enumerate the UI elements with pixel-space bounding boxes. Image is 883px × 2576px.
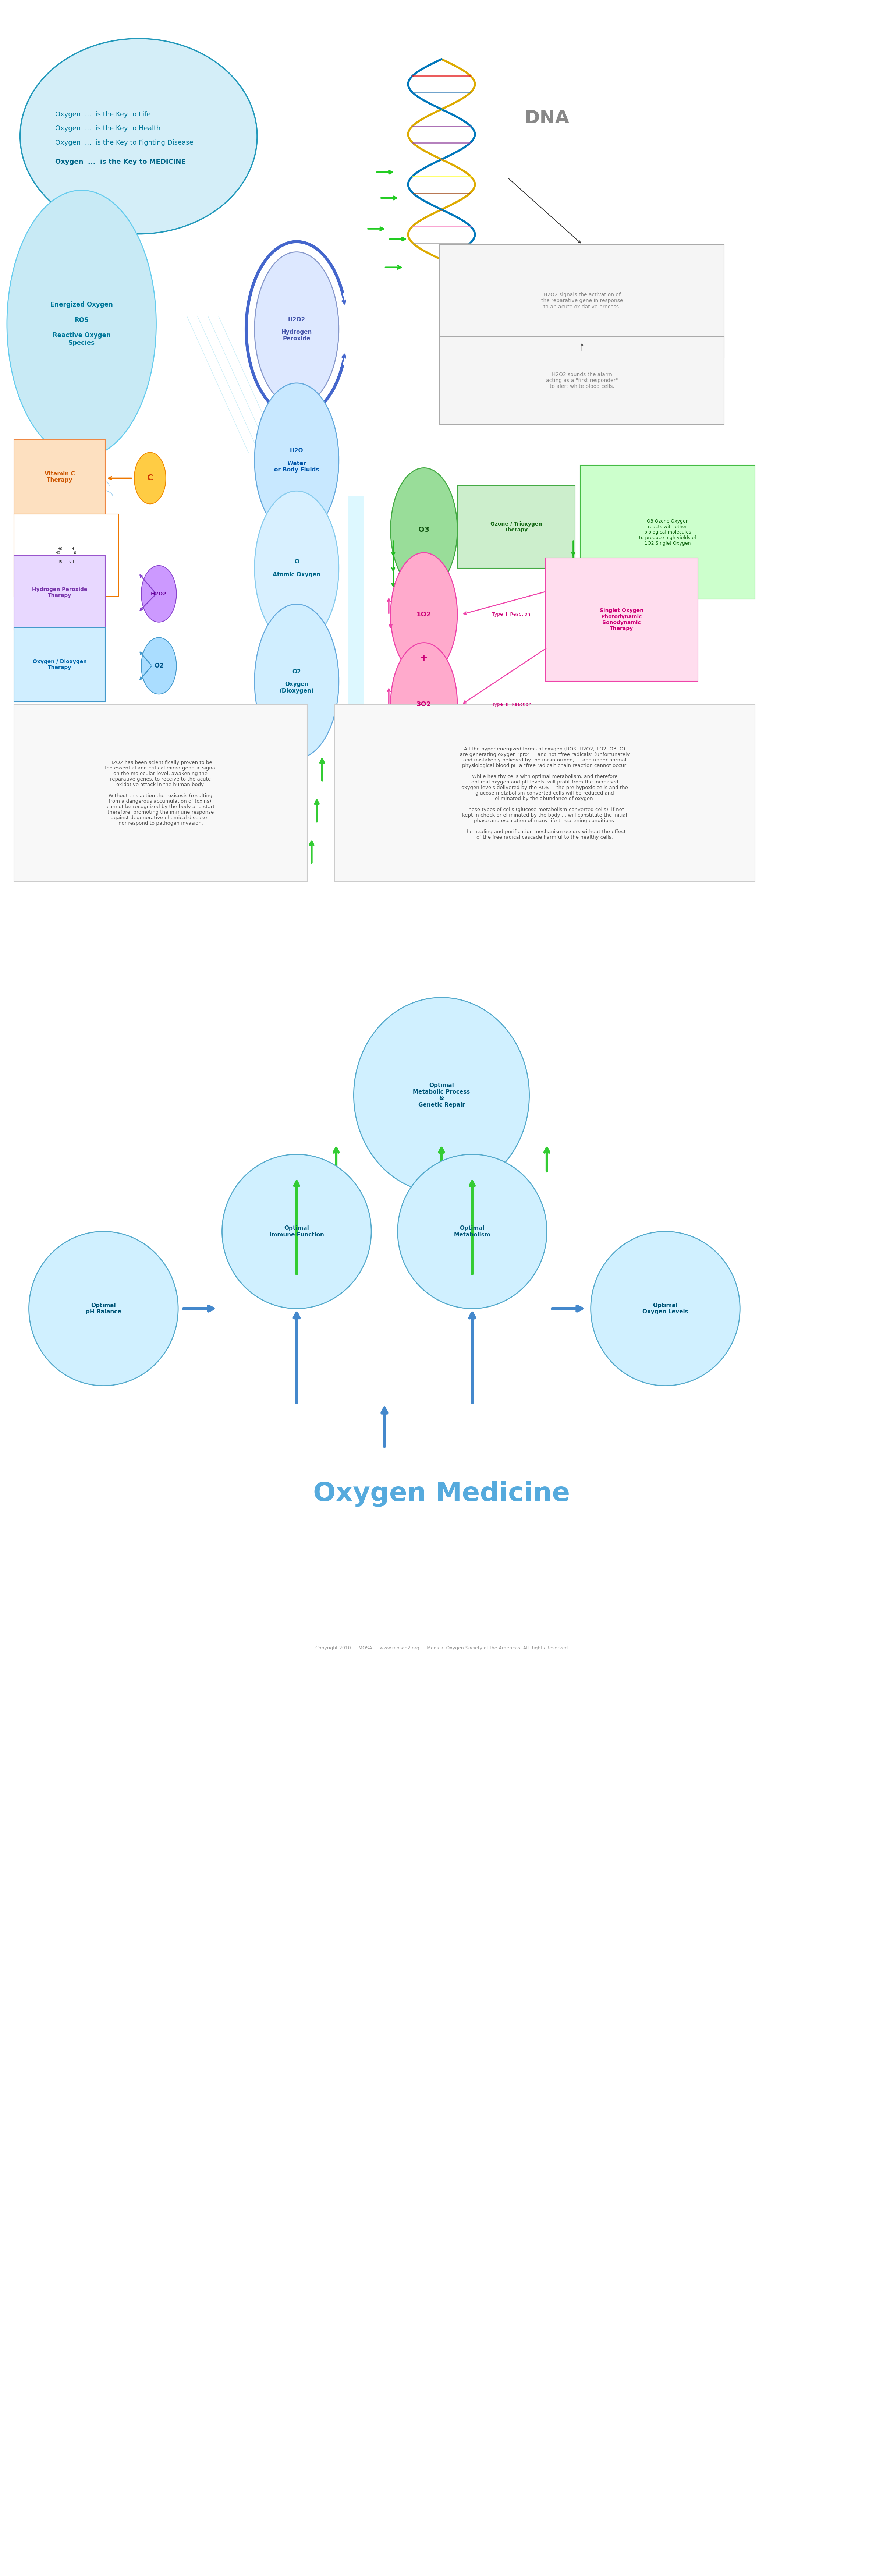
FancyBboxPatch shape <box>14 556 105 631</box>
Ellipse shape <box>397 1154 547 1309</box>
FancyBboxPatch shape <box>14 440 105 515</box>
FancyBboxPatch shape <box>457 487 575 569</box>
Text: Optimal
pH Balance: Optimal pH Balance <box>86 1303 121 1314</box>
Text: O3: O3 <box>419 526 429 533</box>
FancyBboxPatch shape <box>335 703 755 881</box>
FancyBboxPatch shape <box>580 466 755 600</box>
Text: Oxygen / Dioxygen
Therapy: Oxygen / Dioxygen Therapy <box>33 659 87 670</box>
Text: Copyright 2010  -  MOSA  -  www.mosao2.org  -  Medical Oxygen Society of the Ame: Copyright 2010 - MOSA - www.mosao2.org -… <box>315 1646 568 1651</box>
Ellipse shape <box>29 1231 178 1386</box>
Text: H2O2 sounds the alarm
acting as a "first responder"
to alert white blood cells.: H2O2 sounds the alarm acting as a "first… <box>546 371 618 389</box>
Ellipse shape <box>141 639 177 693</box>
FancyBboxPatch shape <box>348 497 364 726</box>
Text: 3O2: 3O2 <box>417 701 432 708</box>
Text: Ozone / Trioxygen
Therapy: Ozone / Trioxygen Therapy <box>490 520 542 533</box>
FancyBboxPatch shape <box>440 337 724 425</box>
Ellipse shape <box>20 39 257 234</box>
FancyBboxPatch shape <box>440 245 724 358</box>
Text: Oxygen  ...  is the Key to Life: Oxygen ... is the Key to Life <box>56 111 151 118</box>
Text: Singlet Oxygen
Photodynamic
Sonodynamic
Therapy: Singlet Oxygen Photodynamic Sonodynamic … <box>600 608 644 631</box>
Text: O2: O2 <box>154 662 163 670</box>
Ellipse shape <box>7 191 156 459</box>
Ellipse shape <box>254 384 339 538</box>
Ellipse shape <box>254 605 339 757</box>
Text: Optimal
Metabolic Process
&
Genetic Repair: Optimal Metabolic Process & Genetic Repa… <box>413 1082 470 1108</box>
Text: O2

Oxygen
(Dioxygen): O2 Oxygen (Dioxygen) <box>279 670 313 693</box>
Ellipse shape <box>254 252 339 407</box>
Text: 1O2: 1O2 <box>417 611 432 618</box>
Ellipse shape <box>390 469 457 592</box>
Text: Optimal
Immune Function: Optimal Immune Function <box>269 1226 324 1236</box>
Ellipse shape <box>354 997 529 1193</box>
Text: Oxygen Medicine: Oxygen Medicine <box>313 1481 570 1507</box>
Text: O

Atomic Oxygen: O Atomic Oxygen <box>273 559 321 577</box>
Text: Vitamin C
Therapy: Vitamin C Therapy <box>44 471 75 482</box>
Ellipse shape <box>390 554 457 675</box>
Text: DNA: DNA <box>525 108 570 126</box>
Text: +: + <box>420 654 427 662</box>
Text: Oxygen  ...  is the Key to Health: Oxygen ... is the Key to Health <box>56 126 161 131</box>
Ellipse shape <box>141 567 177 623</box>
Text: Optimal
Metabolism: Optimal Metabolism <box>454 1226 491 1236</box>
Text: O3 Ozone Oxygen
reacts with other
biological molecules
to produce high yields of: O3 Ozone Oxygen reacts with other biolog… <box>639 518 696 546</box>
FancyBboxPatch shape <box>14 703 307 881</box>
Text: HO    H
HO      O

HO   OH: HO H HO O HO OH <box>56 546 76 564</box>
Text: Energized Oxygen

ROS

Reactive Oxygen
Species: Energized Oxygen ROS Reactive Oxygen Spe… <box>50 301 113 345</box>
Text: H2O2 signals the activation of
the reparative gene in response
to an acute oxida: H2O2 signals the activation of the repar… <box>541 291 623 309</box>
Ellipse shape <box>134 453 166 505</box>
Text: All the hyper-energized forms of oxygen (ROS, H2O2, 1O2, O3, O)
are generating o: All the hyper-energized forms of oxygen … <box>460 747 630 840</box>
Ellipse shape <box>591 1231 740 1386</box>
FancyBboxPatch shape <box>545 559 698 680</box>
Text: H2O

Water
or Body Fluids: H2O Water or Body Fluids <box>274 448 319 471</box>
FancyBboxPatch shape <box>14 515 118 598</box>
Text: H2O2

Hydrogen
Peroxide: H2O2 Hydrogen Peroxide <box>282 317 312 343</box>
Ellipse shape <box>390 641 457 765</box>
Text: C: C <box>147 474 153 482</box>
Text: Hydrogen Peroxide
Therapy: Hydrogen Peroxide Therapy <box>32 587 87 598</box>
Ellipse shape <box>254 492 339 644</box>
Text: Type  I  Reaction: Type I Reaction <box>493 613 531 616</box>
Text: Optimal
Oxygen Levels: Optimal Oxygen Levels <box>643 1303 688 1314</box>
Text: H2O2 has been scientifically proven to be
the essential and critical micro-genet: H2O2 has been scientifically proven to b… <box>104 760 216 827</box>
Text: Oxygen  ...  is the Key to MEDICINE: Oxygen ... is the Key to MEDICINE <box>56 160 185 165</box>
Ellipse shape <box>222 1154 371 1309</box>
Text: Oxygen  ...  is the Key to Fighting Disease: Oxygen ... is the Key to Fighting Diseas… <box>56 139 193 147</box>
FancyBboxPatch shape <box>14 629 105 701</box>
Text: H2O2: H2O2 <box>151 592 167 598</box>
Text: Type  II  Reaction: Type II Reaction <box>493 703 532 706</box>
